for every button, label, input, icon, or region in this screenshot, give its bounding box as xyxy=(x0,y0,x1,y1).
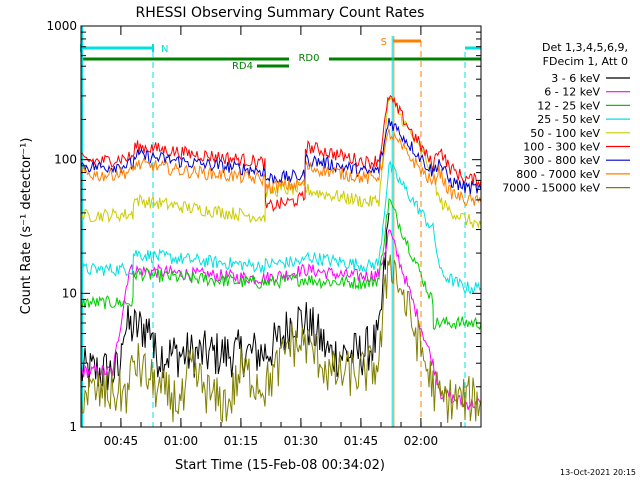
x-tick-label: 01:15 xyxy=(224,434,259,448)
x-tick-label: 01:45 xyxy=(344,434,379,448)
series-line-5 xyxy=(81,94,481,213)
legend-header-line: Det 1,3,4,5,6,9, xyxy=(542,41,628,54)
x-tick-label: 00:45 xyxy=(104,434,139,448)
y-tick-label: 10 xyxy=(62,286,77,300)
legend-entry-label: 100 - 300 keV xyxy=(523,141,600,154)
legend-entry-label: 300 - 800 keV xyxy=(523,154,600,167)
saa-label: S xyxy=(381,37,387,48)
legend-header-line: FDecim 1, Att 0 xyxy=(543,55,628,68)
series-line-1 xyxy=(81,229,481,410)
series-line-7 xyxy=(81,128,481,206)
x-tick-label: 01:30 xyxy=(284,434,319,448)
y-axis-label: Count Rate (s⁻¹ detector⁻¹) xyxy=(19,138,34,315)
rd4-label: RD4 xyxy=(232,61,253,72)
x-axis-label: Start Time (15-Feb-08 00:34:02) xyxy=(175,458,385,473)
series-line-4 xyxy=(81,96,481,229)
legend-entry-label: 12 - 25 keV xyxy=(537,99,600,112)
y-tick-label: 1 xyxy=(69,420,77,434)
legend-entry-label: 7000 - 15000 keV xyxy=(502,182,600,195)
chart-title: RHESSI Observing Summary Count Rates xyxy=(136,5,425,21)
y-tick-label: 1000 xyxy=(46,19,77,33)
series-line-3 xyxy=(81,160,481,295)
legend-entry-label: 3 - 6 keV xyxy=(551,72,600,85)
series-line-2 xyxy=(81,198,481,331)
series-layer xyxy=(81,94,481,424)
x-axis: 00:45 01:00 01:15 01:30 01:45 02:00 xyxy=(80,26,482,448)
series-line-0 xyxy=(81,212,390,391)
x-tick-label: 01:00 xyxy=(164,434,199,448)
footer-date: 13-Oct-2021 20:15 xyxy=(560,468,636,477)
legend-entry-label: 800 - 7000 keV xyxy=(516,168,600,181)
legend-entry-label: 50 - 100 keV xyxy=(530,127,600,140)
series-line-8 xyxy=(81,254,481,424)
legend-entry-label: 6 - 12 keV xyxy=(544,86,600,99)
rd0-label: RD0 xyxy=(298,53,319,64)
y-axis: 1 10 100 1000 xyxy=(46,19,481,434)
night-label: N xyxy=(161,44,168,55)
y-tick-label: 100 xyxy=(54,153,77,167)
x-tick-label: 02:00 xyxy=(404,434,439,448)
legend-entry-label: 25 - 50 keV xyxy=(537,113,600,126)
observing-annotations: N S RD0 RD4 xyxy=(80,26,481,427)
series-line-6 xyxy=(81,117,481,195)
legend: Det 1,3,4,5,6,9,FDecim 1, Att 0 3 - 6 keV… xyxy=(502,41,630,195)
